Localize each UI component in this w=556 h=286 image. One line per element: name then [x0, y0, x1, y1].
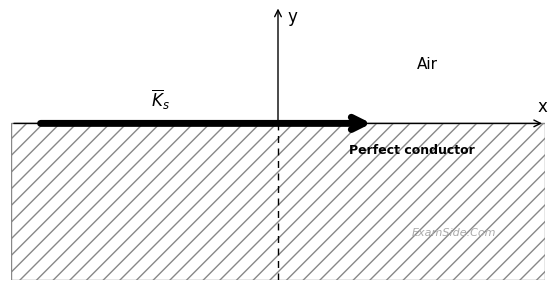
Text: x: x: [537, 98, 547, 116]
Text: Air: Air: [417, 57, 438, 72]
Text: y: y: [287, 8, 297, 26]
Text: $\overline{K}_s$: $\overline{K}_s$: [151, 88, 170, 112]
Text: Perfect conductor: Perfect conductor: [349, 144, 474, 157]
Bar: [11, 123, 545, 280]
Text: ExamSide.Com: ExamSide.Com: [412, 228, 497, 238]
